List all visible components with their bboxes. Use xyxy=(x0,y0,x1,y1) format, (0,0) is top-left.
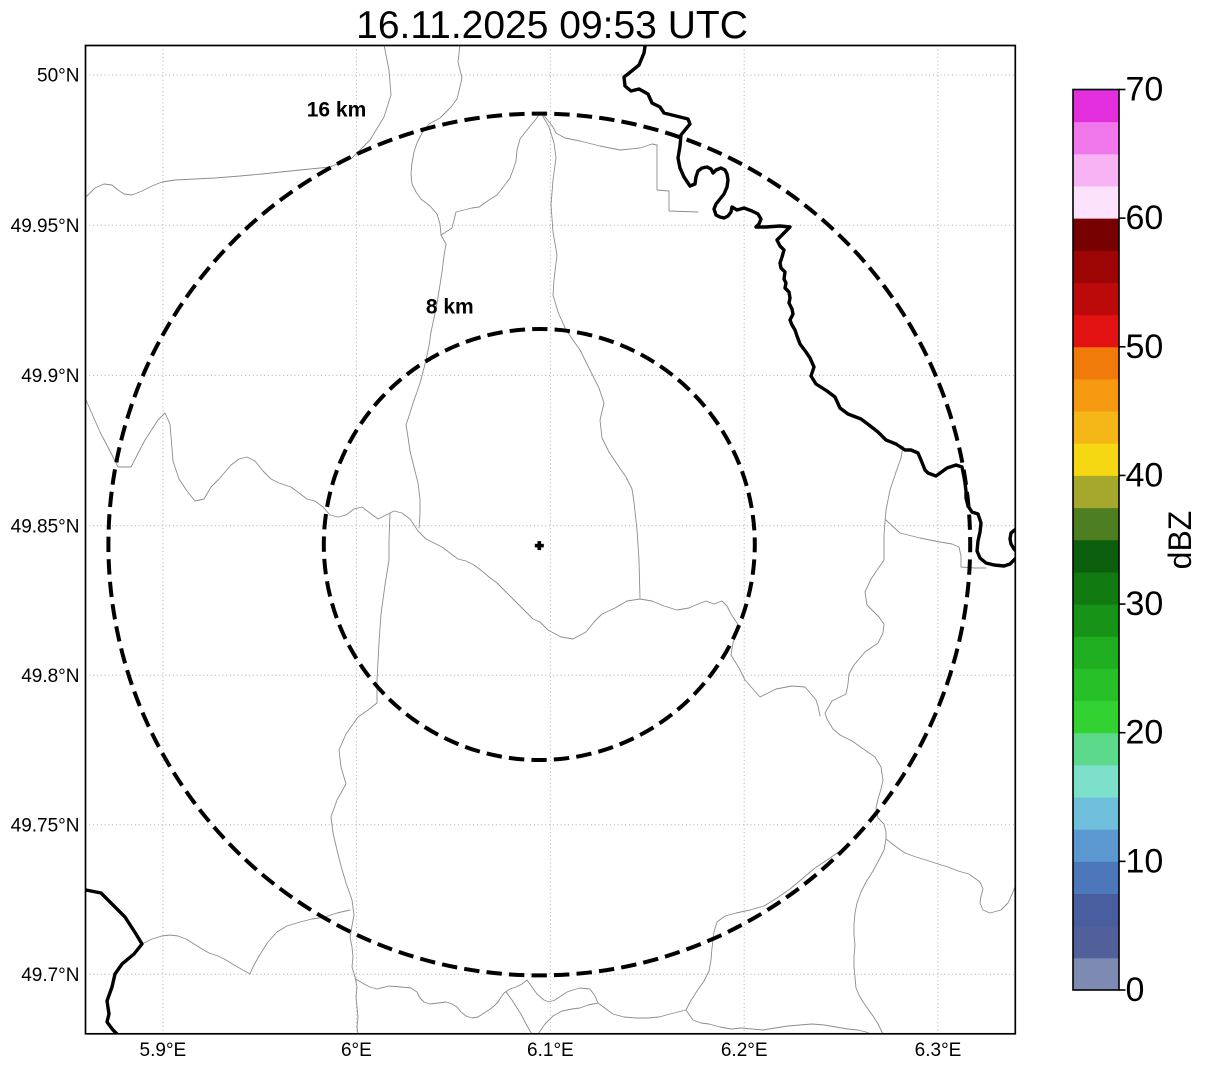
svg-text:49.85°N: 49.85°N xyxy=(11,516,80,537)
svg-text:5.9°E: 5.9°E xyxy=(140,1040,187,1061)
svg-text:10: 10 xyxy=(1126,842,1164,880)
svg-text:0: 0 xyxy=(1126,971,1145,1009)
svg-text:70: 70 xyxy=(1126,71,1164,109)
svg-text:40: 40 xyxy=(1126,456,1164,494)
svg-text:50°N: 50°N xyxy=(37,66,79,87)
svg-text:6.2°E: 6.2°E xyxy=(721,1040,768,1061)
svg-text:6.1°E: 6.1°E xyxy=(527,1040,574,1061)
svg-text:60: 60 xyxy=(1126,199,1164,237)
svg-text:49.9°N: 49.9°N xyxy=(21,366,79,387)
svg-text:49.7°N: 49.7°N xyxy=(21,965,79,986)
svg-text:50: 50 xyxy=(1126,328,1164,366)
svg-text:49.8°N: 49.8°N xyxy=(21,666,79,687)
svg-text:16 km: 16 km xyxy=(307,99,367,122)
svg-text:49.95°N: 49.95°N xyxy=(11,216,80,237)
svg-text:49.75°N: 49.75°N xyxy=(11,815,80,836)
svg-text:8 km: 8 km xyxy=(426,296,474,319)
svg-text:20: 20 xyxy=(1126,714,1164,752)
svg-text:30: 30 xyxy=(1126,585,1164,623)
svg-text:6.3°E: 6.3°E xyxy=(915,1040,962,1061)
svg-text:16.11.2025 09:53 UTC: 16.11.2025 09:53 UTC xyxy=(356,4,748,47)
svg-text:6°E: 6°E xyxy=(341,1040,372,1061)
svg-text:dBZ: dBZ xyxy=(1162,511,1198,570)
